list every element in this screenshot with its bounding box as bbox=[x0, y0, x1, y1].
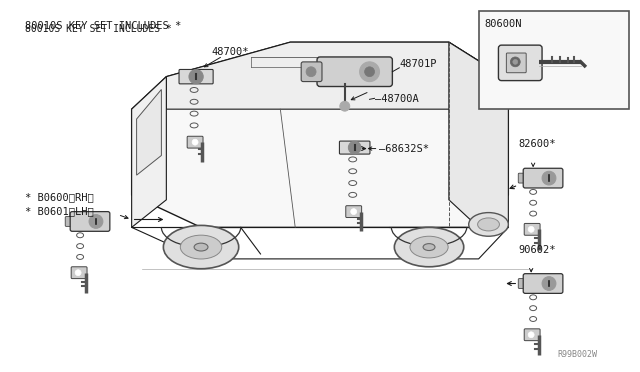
Circle shape bbox=[348, 141, 361, 154]
FancyBboxPatch shape bbox=[179, 70, 213, 84]
FancyBboxPatch shape bbox=[506, 53, 526, 73]
Ellipse shape bbox=[163, 225, 239, 269]
Text: 80010S KEY SET INCLUDES *: 80010S KEY SET INCLUDES * bbox=[24, 25, 172, 35]
Circle shape bbox=[510, 57, 520, 67]
FancyBboxPatch shape bbox=[499, 45, 542, 81]
Circle shape bbox=[360, 62, 380, 81]
FancyBboxPatch shape bbox=[346, 206, 362, 218]
Ellipse shape bbox=[468, 212, 508, 236]
Text: 48701P: 48701P bbox=[399, 59, 437, 69]
Polygon shape bbox=[136, 89, 161, 175]
Circle shape bbox=[192, 139, 198, 145]
Circle shape bbox=[75, 270, 81, 276]
FancyBboxPatch shape bbox=[301, 62, 322, 81]
FancyBboxPatch shape bbox=[187, 136, 203, 148]
Ellipse shape bbox=[477, 218, 499, 231]
Ellipse shape bbox=[180, 235, 222, 259]
Ellipse shape bbox=[194, 243, 208, 251]
Polygon shape bbox=[132, 42, 508, 227]
Circle shape bbox=[542, 277, 556, 291]
Circle shape bbox=[528, 227, 534, 232]
Circle shape bbox=[513, 60, 518, 64]
Text: —68632S*: —68632S* bbox=[380, 144, 429, 154]
Ellipse shape bbox=[410, 236, 448, 258]
Circle shape bbox=[306, 67, 316, 77]
Bar bbox=[479, 11, 629, 109]
FancyBboxPatch shape bbox=[524, 168, 563, 188]
Circle shape bbox=[351, 209, 356, 215]
Text: 80010S KEY SET INCLUDES *: 80010S KEY SET INCLUDES * bbox=[24, 20, 181, 31]
Circle shape bbox=[189, 70, 204, 84]
FancyBboxPatch shape bbox=[339, 141, 370, 154]
Text: —48700A: —48700A bbox=[374, 94, 419, 105]
FancyBboxPatch shape bbox=[518, 173, 526, 183]
Circle shape bbox=[528, 332, 534, 338]
FancyBboxPatch shape bbox=[518, 279, 526, 288]
Polygon shape bbox=[166, 42, 508, 109]
Text: 82600*: 82600* bbox=[518, 138, 556, 148]
Ellipse shape bbox=[394, 227, 464, 267]
Text: 90602*: 90602* bbox=[518, 245, 556, 255]
FancyBboxPatch shape bbox=[524, 329, 540, 341]
Polygon shape bbox=[132, 77, 166, 227]
Circle shape bbox=[89, 215, 103, 228]
FancyBboxPatch shape bbox=[71, 267, 87, 279]
Text: 48700*: 48700* bbox=[211, 47, 248, 57]
FancyBboxPatch shape bbox=[65, 217, 73, 227]
Ellipse shape bbox=[423, 244, 435, 250]
Circle shape bbox=[542, 171, 556, 185]
Text: * B0600〈RH〉: * B0600〈RH〉 bbox=[24, 192, 93, 202]
FancyBboxPatch shape bbox=[524, 224, 540, 235]
Text: * B0601〈LH〉: * B0601〈LH〉 bbox=[24, 206, 93, 216]
Circle shape bbox=[365, 67, 374, 77]
FancyBboxPatch shape bbox=[317, 57, 392, 87]
Polygon shape bbox=[449, 42, 508, 227]
FancyBboxPatch shape bbox=[524, 274, 563, 294]
Text: 80600N: 80600N bbox=[484, 19, 522, 29]
FancyBboxPatch shape bbox=[70, 212, 110, 231]
Circle shape bbox=[340, 101, 349, 111]
Text: R99B002W: R99B002W bbox=[557, 350, 598, 359]
